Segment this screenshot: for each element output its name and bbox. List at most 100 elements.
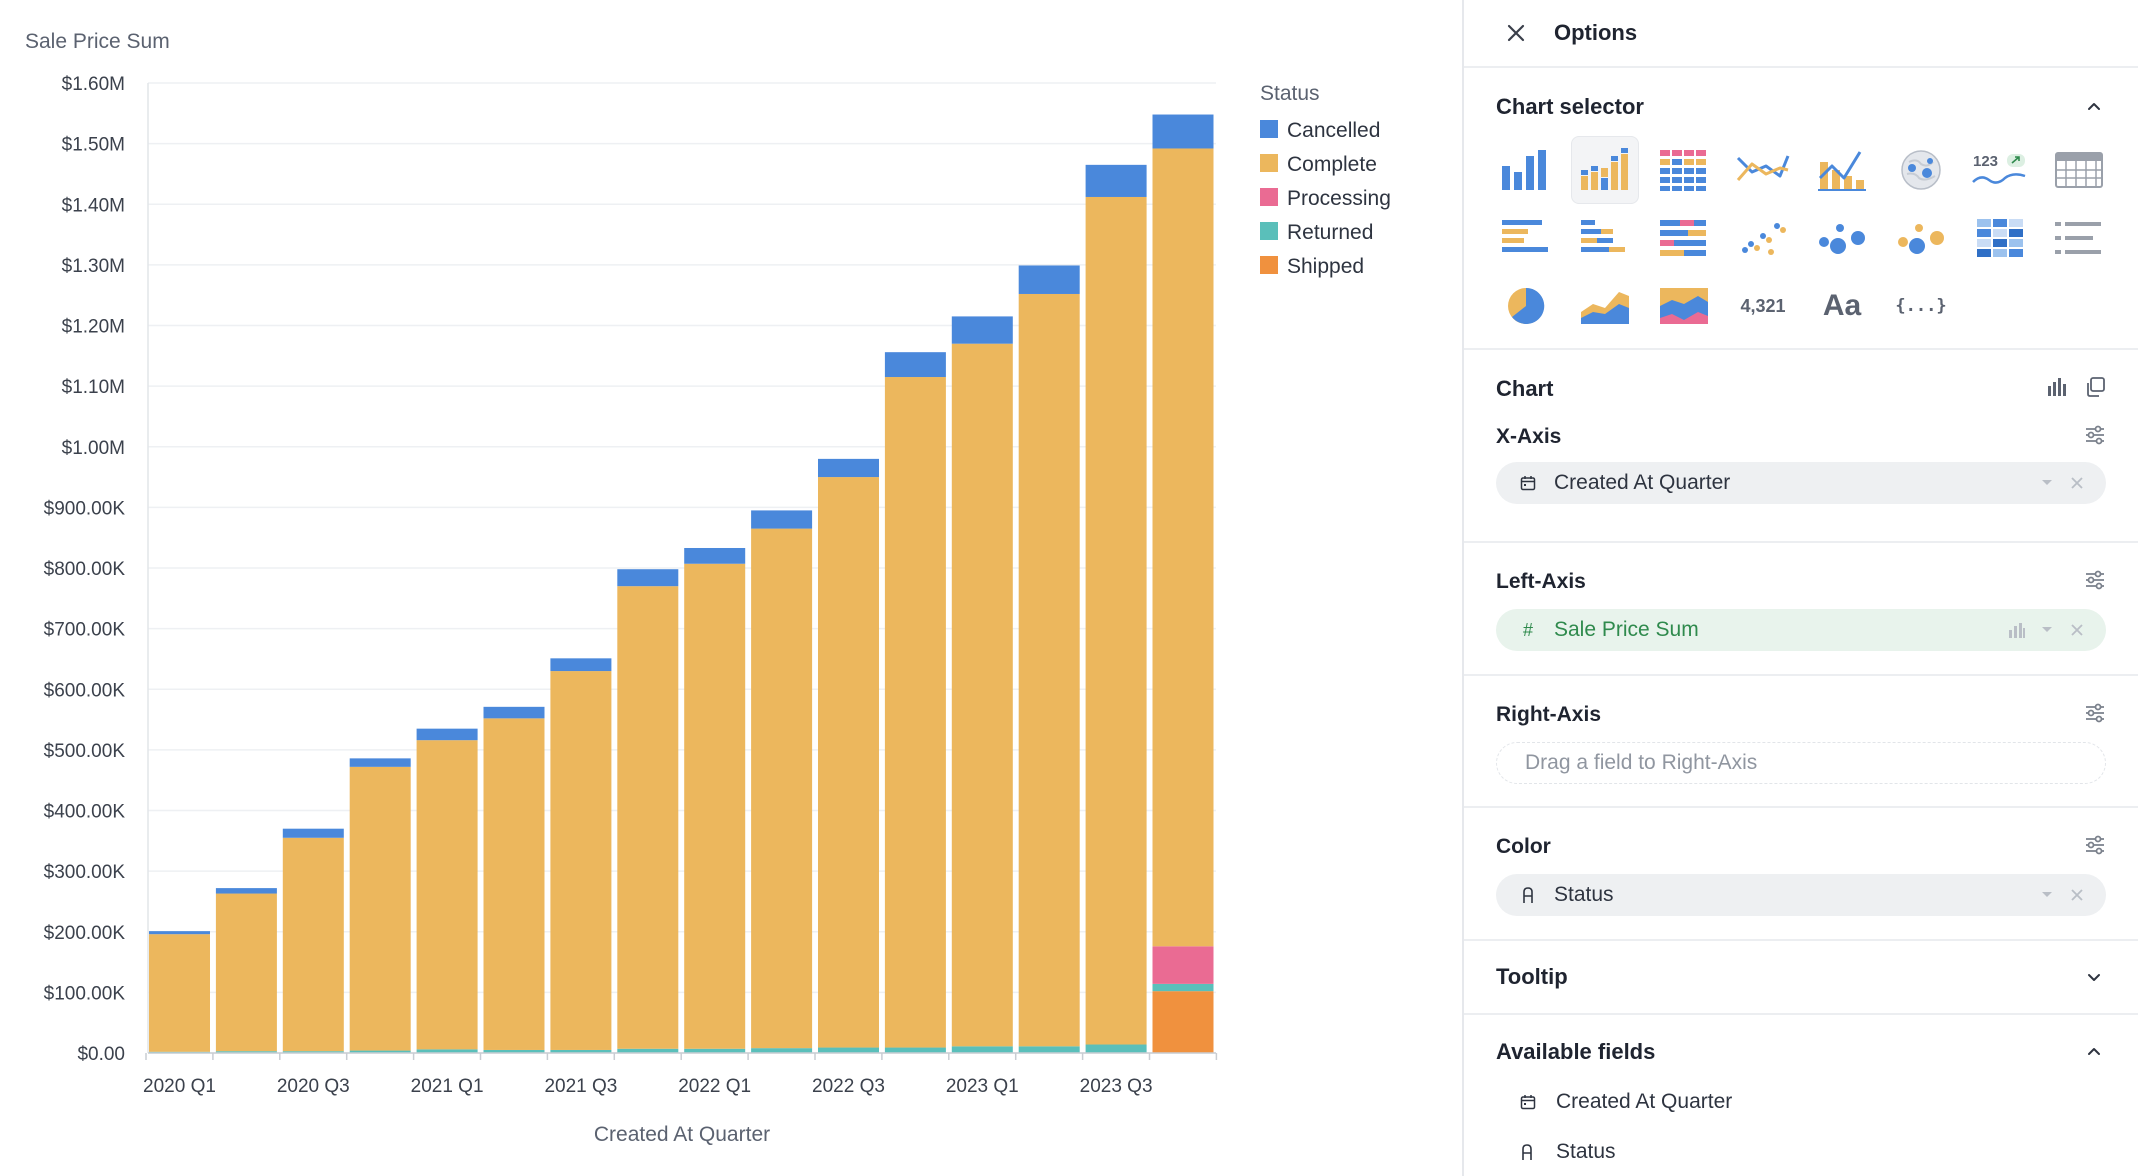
trend-number-text: 123: [1973, 153, 1998, 170]
chart-area: Sale Price Sum $0.00 $100.00K $200.00K $300.…: [25, 30, 1391, 1146]
legend-title: Status: [1260, 82, 1320, 105]
available-fields-section: Available fields Created At Quarter Stat…: [1464, 1015, 2138, 1169]
heatmap-icon[interactable]: [1966, 204, 2034, 272]
x-axis-field-pill[interactable]: Created At Quarter: [1496, 462, 2106, 504]
bar-segment-cancelled: [751, 510, 813, 529]
y-tick-label: $400.00K: [44, 802, 126, 823]
available-fields-title: Available fields: [1496, 1039, 1656, 1064]
caret-down-icon[interactable]: [2032, 479, 2062, 487]
bar-segment-complete: [751, 528, 813, 1049]
legend-swatch-complete: [1260, 154, 1278, 172]
panel-title: Options: [1554, 20, 1638, 45]
string-type-icon: [1518, 886, 1538, 904]
chart-selector-section: Chart selector: [1464, 68, 2138, 350]
right-axis-dropzone[interactable]: Drag a field to Right-Axis: [1496, 742, 2106, 784]
scatter-chart-icon[interactable]: [1729, 204, 1797, 272]
x-axis-label: X-Axis: [1496, 425, 1562, 448]
table-icon[interactable]: [2045, 136, 2113, 204]
caret-down-icon[interactable]: [2032, 626, 2062, 634]
bar-segment-cancelled: [818, 458, 879, 478]
bar-segment-complete: [550, 671, 612, 1050]
big-number-icon[interactable]: 4,321: [1740, 295, 1786, 316]
close-icon[interactable]: [1502, 19, 1530, 47]
bubble-chart-icon[interactable]: [1808, 204, 1876, 272]
bar-segment-returned: [617, 1048, 679, 1053]
chart-config-section: Chart X-Axis Created At Quarter Left-Axi…: [1464, 350, 2138, 1169]
legend-swatch-cancelled: [1260, 120, 1278, 138]
legend-label-returned: Returned: [1287, 221, 1373, 244]
color-label: Color: [1496, 835, 1551, 858]
remove-icon[interactable]: [2062, 475, 2092, 491]
heat-grid-chart-icon[interactable]: [1650, 136, 1718, 204]
chevron-up-icon[interactable]: [2082, 1040, 2106, 1064]
available-field-item[interactable]: Created At Quarter: [1496, 1085, 2106, 1119]
sliders-icon[interactable]: [2084, 424, 2106, 451]
legend-label-cancelled: Cancelled: [1287, 119, 1380, 142]
bubble-multi-chart-icon[interactable]: [1887, 204, 1955, 272]
left-axis-field-pill[interactable]: # Sale Price Sum: [1496, 609, 2106, 651]
options-panel: Options Chart selector: [1462, 0, 2138, 1176]
x-tick-label: 2023 Q1: [946, 1076, 1019, 1097]
copy-icon[interactable]: [2084, 376, 2106, 403]
x-axis-block: X-Axis Created At Quarter: [1464, 420, 2138, 543]
horizontal-bar-chart-icon[interactable]: [1492, 204, 1560, 272]
remove-icon[interactable]: [2062, 622, 2092, 638]
stacked-area-chart-icon[interactable]: [1650, 272, 1718, 340]
string-type-icon: [1520, 1143, 1540, 1161]
left-axis-label: Left-Axis: [1496, 570, 1586, 593]
caret-down-icon[interactable]: [2032, 891, 2062, 899]
horizontal-stacked-bar-chart-icon[interactable]: [1571, 204, 1639, 272]
combo-chart-icon[interactable]: [1808, 136, 1876, 204]
bar-segment-processing: [1152, 946, 1214, 984]
y-tick-label: $700.00K: [44, 620, 126, 641]
big-number-trend-icon[interactable]: 123: [1966, 136, 2034, 204]
left-axis-field-name: Sale Price Sum: [1554, 618, 1699, 641]
y-tick-label: $1.50M: [62, 135, 125, 156]
map-chart-icon[interactable]: [1887, 136, 1955, 204]
chevron-up-icon[interactable]: [2082, 95, 2106, 119]
available-field-label: Status: [1556, 1140, 1616, 1163]
calendar-icon: [1518, 475, 1538, 491]
legend-label-complete: Complete: [1287, 153, 1377, 176]
bar-segment-complete: [282, 837, 344, 1052]
legend-swatch-returned: [1260, 222, 1278, 240]
y-tick-label: $800.00K: [44, 559, 126, 580]
bar-segment-complete: [349, 766, 411, 1051]
bar-segment-returned: [1152, 983, 1214, 992]
calendar-icon: [1520, 1094, 1540, 1110]
panel-header: Options: [1464, 0, 2138, 68]
y-tick-label: $100.00K: [44, 983, 126, 1004]
x-tick-label: 2020 Q1: [143, 1076, 216, 1097]
bar-segment-cancelled: [215, 888, 277, 894]
x-tick-label: 2022 Q3: [812, 1076, 885, 1097]
bar-segment-complete: [684, 563, 746, 1049]
bar-chart-small-icon[interactable]: [2046, 376, 2068, 403]
area-chart-icon[interactable]: [1571, 272, 1639, 340]
bar-segment-cancelled: [550, 658, 612, 672]
bar-segment-cancelled: [483, 706, 545, 719]
list-icon[interactable]: [2045, 204, 2113, 272]
y-tick-label: $300.00K: [44, 862, 126, 883]
available-field-item[interactable]: Status: [1496, 1135, 2106, 1169]
sliders-icon[interactable]: [2084, 569, 2106, 596]
pie-chart-icon[interactable]: [1492, 272, 1560, 340]
bar-chart-small-icon[interactable]: [2002, 620, 2032, 640]
bar-chart-icon[interactable]: [1492, 136, 1560, 204]
bar-segment-cancelled: [1085, 164, 1147, 197]
stacked-bar-chart-icon[interactable]: [1571, 136, 1639, 204]
line-chart-icon[interactable]: [1729, 136, 1797, 204]
color-field-name: Status: [1554, 883, 1614, 906]
bar-segment-returned: [884, 1047, 946, 1053]
chevron-down-icon[interactable]: [2082, 965, 2106, 989]
x-tick-label: 2021 Q1: [411, 1076, 484, 1097]
sliders-icon[interactable]: [2084, 702, 2106, 729]
sliders-icon[interactable]: [2084, 834, 2106, 861]
bar-segment-cancelled: [617, 569, 679, 587]
bar-segment-returned: [349, 1050, 411, 1053]
color-field-pill[interactable]: Status: [1496, 874, 2106, 916]
tooltip-section[interactable]: Tooltip: [1464, 941, 2138, 1015]
text-icon[interactable]: Aa: [1822, 289, 1862, 322]
horizontal-percent-bar-chart-icon[interactable]: [1650, 204, 1718, 272]
remove-icon[interactable]: [2062, 887, 2092, 903]
json-icon[interactable]: {...}: [1895, 296, 1947, 316]
